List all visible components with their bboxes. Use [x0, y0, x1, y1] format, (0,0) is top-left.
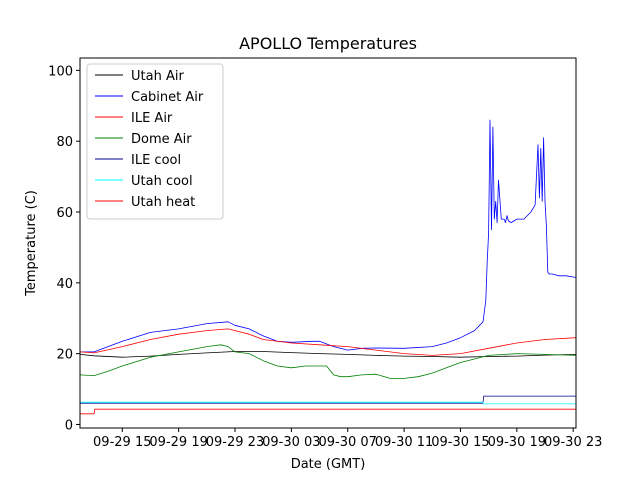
- series-line-utah-air: [80, 351, 576, 358]
- series-line-dome-air: [80, 344, 576, 379]
- series-line-ile-cool: [80, 395, 576, 404]
- series-line-utah-cool: [80, 401, 576, 405]
- y-tick-label: 100: [48, 64, 73, 79]
- legend-label: Utah Air: [131, 69, 184, 84]
- legend-label: Utah heat: [131, 195, 195, 210]
- y-axis-label: Temperature (C): [24, 190, 39, 297]
- x-tick-label: 09-29 15: [93, 435, 151, 450]
- legend-label: Utah cool: [131, 174, 193, 189]
- series-line-utah-heat: [80, 408, 576, 415]
- y-tick-label: 20: [56, 348, 73, 363]
- y-tick-label: 60: [56, 206, 73, 221]
- x-tick-label: 09-30 11: [375, 435, 433, 450]
- x-tick-label: 09-29 19: [149, 435, 207, 450]
- legend-label: ILE cool: [131, 153, 181, 168]
- x-tick-label: 09-30 19: [488, 435, 546, 450]
- x-tick-label: 09-30 07: [319, 435, 377, 450]
- x-tick-label: 09-29 23: [206, 435, 264, 450]
- series-line-ile-air: [80, 328, 576, 356]
- legend: Utah Air Cabinet Air ILE Air Dome Air ILE co…: [86, 63, 224, 220]
- x-axis-label: Date (GMT): [291, 457, 366, 472]
- legend-label: Cabinet Air: [131, 90, 204, 105]
- legend-label: Dome Air: [131, 132, 192, 147]
- x-tick-label: 09-30 23: [544, 435, 602, 450]
- x-tick-label: 09-30 03: [262, 435, 320, 450]
- y-tick-label: 80: [56, 135, 73, 150]
- x-tick-label: 09-30 15: [431, 435, 489, 450]
- plot-frame: [79, 57, 577, 429]
- series-line-cabinet-air: [80, 119, 576, 353]
- y-tick-label: 0: [65, 418, 73, 433]
- chart-title: APOLLO Temperatures: [239, 34, 417, 53]
- y-tick-label: 40: [56, 277, 73, 292]
- legend-label: ILE Air: [131, 111, 173, 126]
